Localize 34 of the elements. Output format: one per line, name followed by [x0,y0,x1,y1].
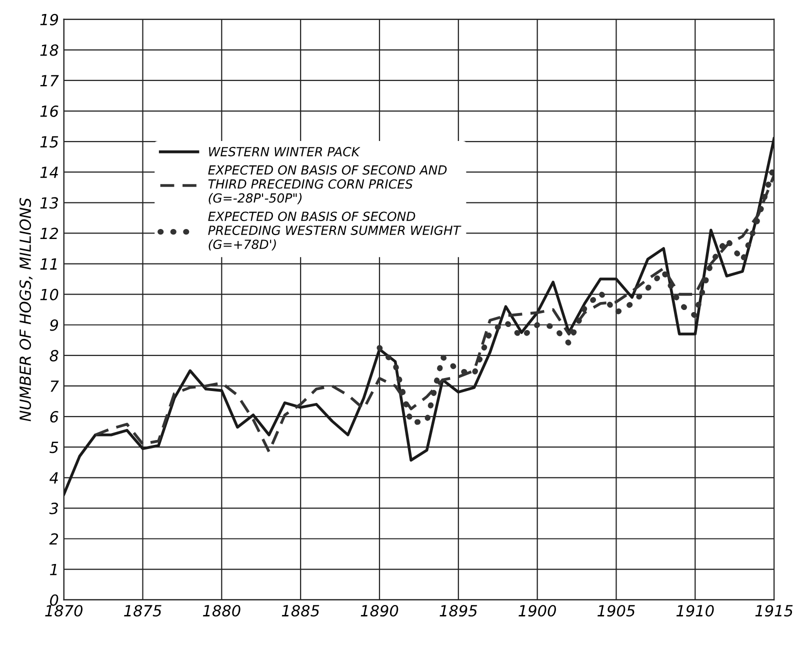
y-tick-label: 8 [50,350,58,362]
y-tick-label: 18 [40,44,58,56]
y-tick-label: 1 [50,564,57,576]
x-tick-label: 1905 [598,604,635,617]
y-tick-label: 17 [40,75,59,86]
y-tick-label: 12 [40,228,58,240]
y-tick-label: 11 [40,258,57,270]
legend-label: EXPECTED ON BASIS OF SECOND AND THIRD PRECEDING CORN PRICES (G=-28P'-50P") [208,165,447,204]
y-tick-label: 10 [40,288,58,300]
y-tick-label: 3 [49,502,58,514]
y-tick-label: 0 [50,594,58,606]
legend-label: EXPECTED ON BASIS OF SECOND PRECEDING WESTERN SUMMER WEIGHT (G=+78D') [208,212,462,251]
y-tick-label: 5 [50,442,58,454]
y-tick-label: 7 [50,380,59,392]
y-tick-label: 9 [50,319,58,331]
x-tick-label: 1895 [440,604,478,617]
y-tick-label: 13 [40,197,58,209]
x-tick-label: 1890 [360,604,398,617]
y-tick-label: 4 [50,472,58,484]
x-tick-label: 1915 [755,604,793,617]
y-tick-label: 19 [40,14,58,26]
legend-label: WESTERN WINTER PACK [209,146,360,156]
x-tick-label: 1900 [518,604,556,617]
y-tick-label: 15 [40,136,58,148]
y-tick-label: 2 [49,533,58,545]
y-tick-label: 16 [40,105,58,118]
x-tick-label: 1870 [45,604,83,617]
y-tick-label: 6 [50,411,58,423]
x-tick-label: 1880 [202,604,240,617]
y-axis-title: NUMBER OF HOGS, MILLIONS [19,198,33,422]
x-tick-label: 1875 [124,604,162,617]
x-tick-label: 1885 [282,604,320,617]
x-tick-label: 1910 [676,604,714,617]
y-tick-label: 14 [40,166,58,178]
